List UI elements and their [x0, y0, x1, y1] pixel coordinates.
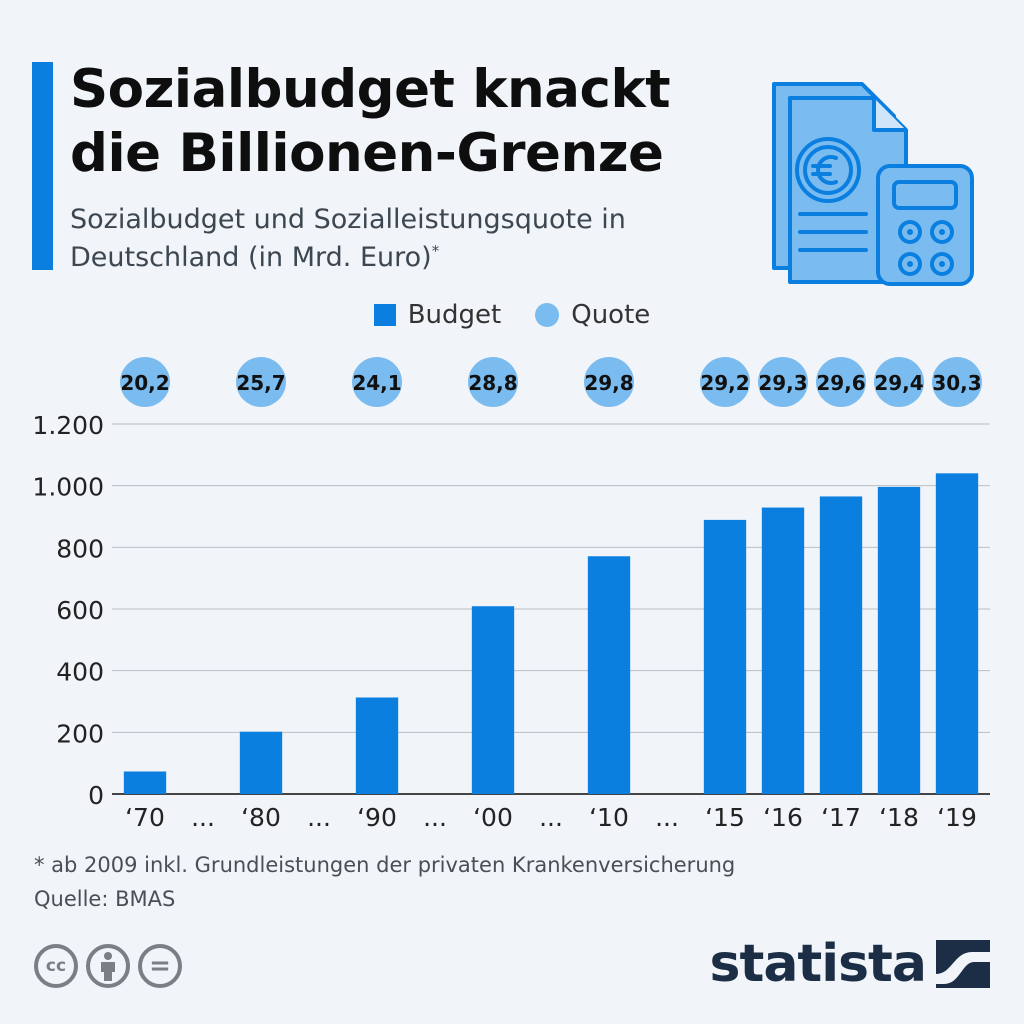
bar-budget — [471, 606, 515, 794]
quote-bubble — [874, 357, 924, 407]
quote-label: 30,3 — [932, 371, 981, 395]
quote-bubble — [120, 357, 170, 407]
x-tick-label: ‘70 — [125, 803, 165, 832]
quote-bubble — [468, 357, 518, 407]
quote-bubble — [352, 357, 402, 407]
bar-budget — [819, 496, 863, 794]
legend-quote-label: Quote — [571, 300, 651, 330]
quote-bubble — [584, 357, 634, 407]
cc-icon: cc — [34, 944, 78, 988]
x-tick-label: ‘17 — [821, 803, 861, 832]
legend-item-budget: Budget — [373, 300, 502, 330]
bar-budget — [877, 486, 921, 794]
y-tick-label: 600 — [56, 596, 104, 625]
subtitle-footnote-marker: * — [431, 242, 440, 260]
quote-label: 29,6 — [816, 371, 865, 395]
statista-logo-mark-icon — [936, 940, 990, 988]
y-tick-label: 800 — [56, 534, 104, 563]
quote-label: 24,1 — [352, 371, 401, 395]
quote-label: 29,2 — [700, 371, 749, 395]
quote-label: 20,2 — [120, 371, 169, 395]
page-subtitle: Sozialbudget und Sozialleistungsquote in… — [70, 201, 710, 277]
statista-logo: statista — [710, 938, 990, 990]
quote-label: 29,3 — [758, 371, 807, 395]
legend-item-quote: Quote — [535, 300, 650, 330]
no-derivatives-icon: = — [138, 944, 182, 988]
quote-bubble — [932, 357, 982, 407]
y-tick-label: 1.000 — [32, 473, 104, 502]
bar-budget — [761, 507, 805, 794]
quote-label: 29,4 — [874, 371, 923, 395]
footnote-text: * ab 2009 inkl. Grundleistungen der priv… — [34, 853, 736, 877]
quote-label: 29,8 — [584, 371, 633, 395]
bar-budget — [703, 519, 747, 794]
chart-legend: Budget Quote — [0, 300, 1024, 330]
quote-label: 28,8 — [468, 371, 517, 395]
no-derivatives-icon-glyph: = — [149, 951, 171, 981]
subtitle-text: Sozialbudget und Sozialleistungsquote in… — [70, 204, 626, 273]
license-icons: cc = — [34, 944, 182, 988]
quote-bubble — [816, 357, 866, 407]
brand-name: statista — [709, 934, 927, 994]
euro-document-calculator-icon — [770, 82, 980, 296]
cc-icon-glyph: cc — [45, 956, 67, 976]
page-title: Sozialbudget knackt die Billionen-Grenze — [70, 59, 671, 184]
x-gap-marker: ... — [307, 803, 331, 832]
legend-quote-swatch — [535, 303, 560, 327]
y-tick-label: 400 — [56, 658, 104, 687]
x-gap-marker: ... — [655, 803, 679, 832]
title-accent-bar — [32, 62, 53, 270]
x-tick-label: ‘18 — [879, 803, 919, 832]
attribution-icon — [86, 944, 130, 988]
x-tick-label: ‘19 — [937, 803, 977, 832]
x-tick-label: ‘10 — [589, 803, 629, 832]
y-tick-label: 200 — [56, 719, 104, 748]
bar-budget — [239, 731, 283, 794]
bar-budget — [123, 771, 167, 794]
x-tick-label: ‘15 — [705, 803, 745, 832]
legend-budget-label: Budget — [407, 300, 502, 330]
y-tick-label: 1.200 — [32, 411, 104, 440]
quote-bubble — [700, 357, 750, 407]
footnote-block: * ab 2009 inkl. Grundleistungen der priv… — [34, 848, 735, 916]
bar-budget — [355, 697, 399, 794]
x-tick-label: ‘16 — [763, 803, 803, 832]
x-gap-marker: ... — [423, 803, 447, 832]
source-text: Quelle: BMAS — [34, 887, 176, 911]
x-gap-marker: ... — [191, 803, 215, 832]
x-tick-label: ‘90 — [357, 803, 397, 832]
y-tick-label: 0 — [88, 781, 104, 810]
x-tick-label: ‘80 — [241, 803, 281, 832]
x-gap-marker: ... — [539, 803, 563, 832]
quote-bubble — [758, 357, 808, 407]
quote-label: 25,7 — [236, 371, 285, 395]
bar-budget — [587, 556, 631, 794]
quote-bubble — [236, 357, 286, 407]
bar-budget — [935, 473, 979, 794]
legend-budget-swatch — [373, 304, 396, 326]
x-tick-label: ‘00 — [473, 803, 513, 832]
bar-chart: 0 200 400 600 800 1.000 1.200 ‘70 20,2... ‘80 25,7… — [32, 357, 990, 832]
